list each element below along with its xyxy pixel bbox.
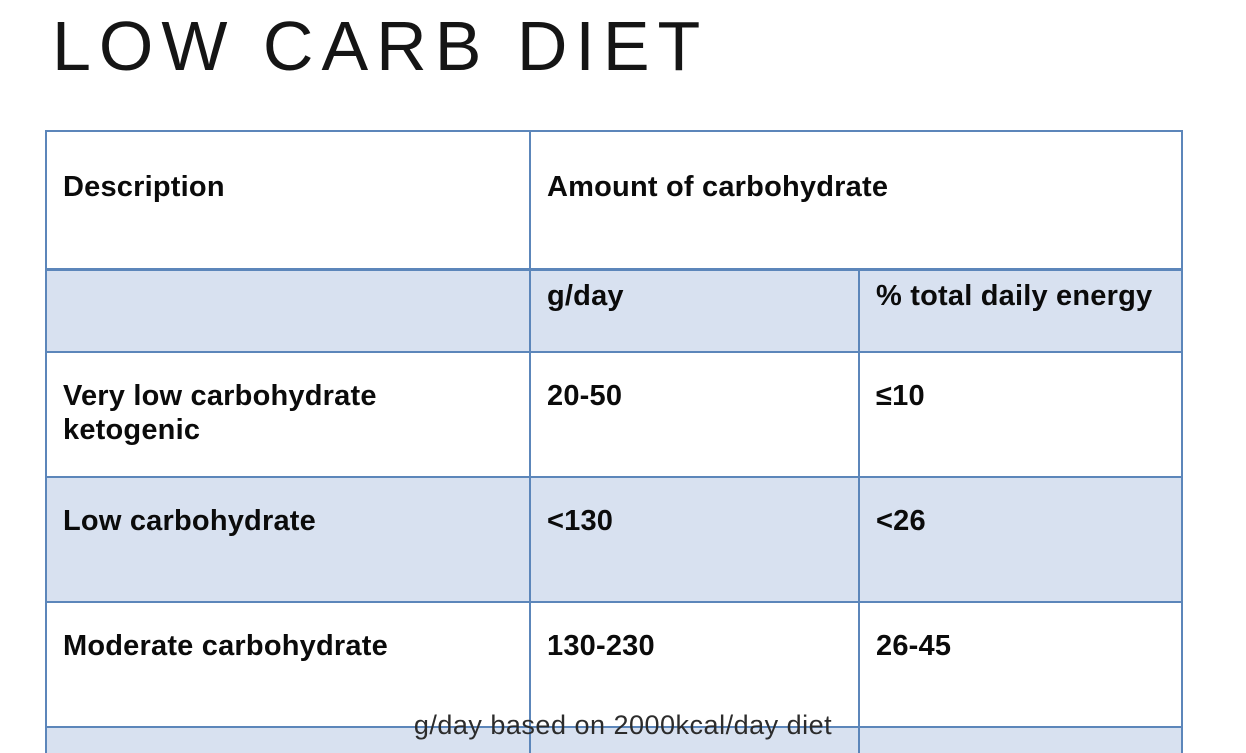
- cell-description: Low carbohydrate: [45, 476, 531, 603]
- cell-g-per-day: <130: [529, 476, 860, 603]
- table-subheader-row: g/day % total daily energy: [45, 268, 1183, 353]
- footnote: g/day based on 2000kcal/day diet: [413, 710, 833, 740]
- cell-description: Very low carbohydrate ketogenic: [45, 351, 531, 478]
- cell-g-per-day: >230: [529, 726, 860, 753]
- header-cell-description: Description: [45, 130, 531, 271]
- subheader-cell-percent-energy: % total daily energy: [858, 268, 1183, 353]
- table-row-high-carb: High carbohydrate >230 >45: [45, 726, 1183, 753]
- table-row-moderate-carb: Moderate carbohydrate 130-230 26-45: [45, 601, 1183, 728]
- carbohydrate-table: Description Amount of carbohydrate g/day…: [45, 130, 1183, 753]
- table-row-very-low-carb: Very low carbohydrate ketogenic 20-50 ≤1…: [45, 351, 1183, 478]
- subheader-cell-blank: [45, 268, 531, 353]
- cell-description: Moderate carbohydrate: [45, 601, 531, 728]
- header-cell-amount: Amount of carbohydrate: [529, 130, 1183, 271]
- subheader-cell-gday: g/day: [529, 268, 860, 353]
- cell-description: High carbohydrate: [45, 726, 531, 753]
- cell-percent-energy: 26-45: [858, 601, 1183, 728]
- cell-g-per-day: 130-230: [529, 601, 860, 728]
- cell-g-per-day: 20-50: [529, 351, 860, 478]
- cell-percent-energy: >45: [858, 726, 1183, 753]
- slide-title: LOW CARB DIET: [52, 7, 709, 85]
- cell-percent-energy: ≤10: [858, 351, 1183, 478]
- table-header-row: Description Amount of carbohydrate: [45, 130, 1183, 271]
- table-row-low-carb: Low carbohydrate <130 <26: [45, 476, 1183, 603]
- cell-percent-energy: <26: [858, 476, 1183, 603]
